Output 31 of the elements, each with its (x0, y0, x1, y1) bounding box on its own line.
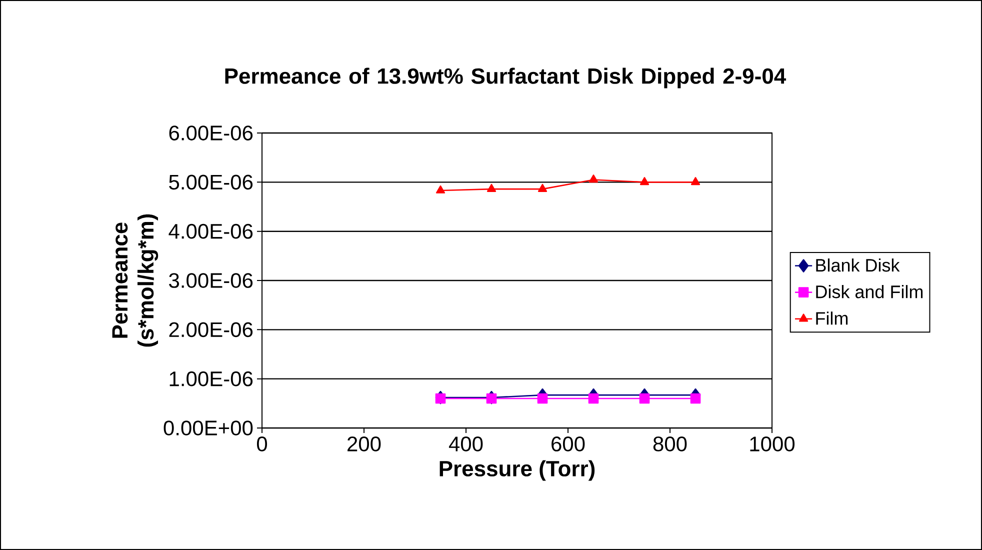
y-tick-label: 2.00E-06 (169, 322, 253, 338)
y-axis-title: Permeance (s*mol/kg*m) (112, 214, 158, 347)
x-tick-label: 1000 (750, 436, 795, 452)
point (690, 177, 700, 186)
point (588, 393, 599, 404)
x-tick-label: 200 (348, 436, 381, 452)
y-tick-label: 6.00E-06 (169, 126, 253, 140)
x-tick-label: 0 (256, 436, 268, 452)
point (690, 393, 701, 404)
point (538, 184, 548, 192)
x-tick-label: 800 (653, 436, 687, 452)
point (640, 177, 650, 186)
chart-title: Permeance of 13.9wt% Surfactant Disk Dipped 2-9-04 (225, 68, 786, 88)
point (436, 185, 446, 194)
point (537, 393, 548, 404)
x-tick-label: 400 (448, 436, 483, 452)
x-axis-title: Pressure (Torr) (440, 460, 595, 481)
legend-label: Film (816, 312, 848, 325)
y-tick-label: 4.00E-06 (168, 224, 253, 239)
point (486, 393, 497, 404)
legend-label: Blank Disk (816, 258, 900, 272)
y-tick-label: 3.00E-06 (169, 273, 253, 288)
y-tick-label: 1.00E-06 (170, 371, 253, 386)
legend-label: Disk and Film (816, 285, 923, 298)
point (588, 174, 598, 183)
point (435, 393, 446, 404)
y-tick-label: 5.00E-06 (169, 174, 253, 190)
y-tick-label: 0.00E+00 (164, 420, 253, 436)
point (639, 393, 650, 404)
point (486, 184, 496, 192)
x-tick-label: 600 (552, 436, 585, 452)
